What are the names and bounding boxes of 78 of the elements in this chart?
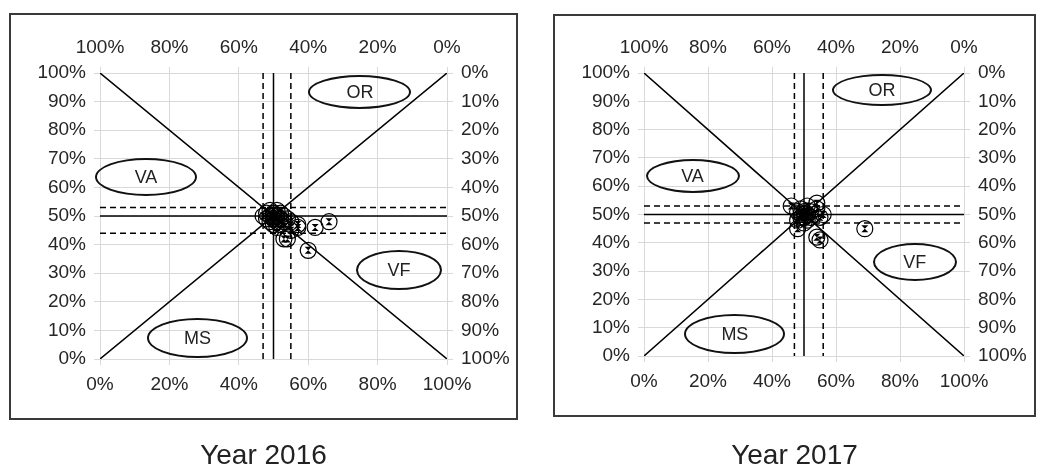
y2-tick-label: 40% — [461, 175, 500, 197]
y2-tick-label: 30% — [461, 147, 500, 169]
x-tick-label: 60% — [816, 369, 856, 391]
y2-tick-label: 0% — [461, 61, 489, 83]
x-tick-label: 100% — [422, 372, 472, 394]
y2-tick-label: 90% — [978, 315, 1017, 337]
y-tick-label: 90% — [591, 89, 631, 111]
y2-tick-label: 0% — [978, 61, 1006, 83]
y-tick-label: 40% — [591, 231, 631, 253]
annotation: OR — [346, 81, 374, 102]
y-tick-label: 0% — [602, 344, 631, 366]
y2-tick-label: 50% — [978, 202, 1017, 224]
text: Year 2016 — [200, 439, 327, 468]
x2-tick-label: 80% — [688, 35, 728, 57]
x-tick-label: 80% — [358, 372, 397, 394]
x2-tick-label: 100% — [619, 35, 669, 57]
y2-tick-label: 40% — [978, 174, 1017, 196]
annotation: OR — [868, 79, 896, 100]
x-tick-label: 100% — [939, 369, 989, 391]
y-tick-label: 100% — [581, 61, 631, 83]
y2-tick-label: 50% — [461, 204, 500, 226]
y-tick-label: 60% — [47, 175, 87, 197]
x2-tick-label: 20% — [358, 35, 397, 57]
x-tick-label: 0% — [86, 372, 114, 394]
y-tick-label: 0% — [58, 347, 87, 369]
y2-tick-label: 60% — [461, 232, 500, 254]
y-tick-label: 20% — [591, 287, 631, 309]
y-tick-label: 80% — [591, 117, 631, 139]
annotation: VA — [134, 167, 158, 188]
annotation: VF — [387, 260, 411, 281]
x-tick-label: 20% — [150, 372, 189, 394]
text: Year 2017 — [731, 439, 858, 468]
y2-tick-label: 20% — [978, 117, 1017, 139]
x-tick-label: 80% — [880, 369, 920, 391]
y2-tick-label: 80% — [978, 287, 1017, 309]
annotation: VA — [681, 165, 704, 186]
x2-tick-label: 0% — [433, 35, 461, 57]
x-tick-label: 20% — [688, 369, 728, 391]
y2-tick-label: 10% — [461, 89, 500, 111]
y2-tick-label: 70% — [461, 261, 500, 283]
x-tick-label: 40% — [752, 369, 792, 391]
y-tick-label: 90% — [47, 89, 87, 111]
x2-tick-label: 40% — [816, 35, 856, 57]
x2-tick-label: 20% — [880, 35, 920, 57]
x2-tick-label: 80% — [150, 35, 189, 57]
y2-tick-label: 20% — [461, 118, 500, 140]
annotation: MS — [184, 328, 211, 349]
y-tick-label: 70% — [591, 146, 631, 168]
y-tick-label: 30% — [47, 261, 87, 283]
annotation: MS — [721, 323, 749, 344]
x-tick-label: 40% — [219, 372, 258, 394]
x2-tick-label: 0% — [950, 35, 978, 57]
y-tick-label: 10% — [47, 318, 87, 340]
y-tick-label: 10% — [591, 315, 631, 337]
y-tick-label: 50% — [591, 202, 631, 224]
y-tick-label: 20% — [47, 290, 87, 312]
x-tick-label: 0% — [630, 369, 658, 391]
y-tick-label: 50% — [47, 204, 87, 226]
y2-tick-label: 30% — [978, 146, 1017, 168]
y2-tick-label: 80% — [461, 290, 500, 312]
y-tick-label: 100% — [37, 61, 87, 83]
x2-tick-label: 40% — [289, 35, 328, 57]
x2-tick-label: 100% — [75, 35, 125, 57]
y-tick-label: 80% — [47, 118, 87, 140]
y2-tick-label: 70% — [978, 259, 1017, 281]
x-tick-label: 60% — [289, 372, 328, 394]
x2-tick-label: 60% — [219, 35, 258, 57]
y-tick-label: 40% — [47, 232, 87, 254]
annotation: VF — [903, 252, 927, 273]
y-tick-label: 30% — [591, 259, 631, 281]
x2-tick-label: 60% — [752, 35, 792, 57]
y2-tick-label: 100% — [461, 347, 510, 369]
y-tick-label: 60% — [591, 174, 631, 196]
y2-tick-label: 90% — [461, 318, 500, 340]
y2-tick-label: 100% — [978, 344, 1027, 366]
y2-tick-label: 60% — [978, 231, 1017, 253]
y-tick-label: 70% — [47, 147, 87, 169]
y2-tick-label: 10% — [978, 89, 1017, 111]
